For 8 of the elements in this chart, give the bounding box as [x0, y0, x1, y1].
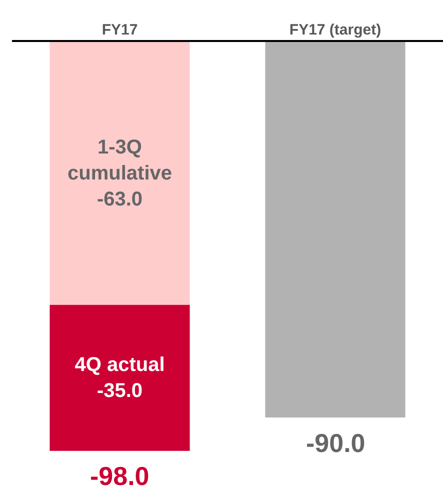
x-tick-label: FY17 (target)	[289, 21, 382, 38]
total-label: -90.0	[306, 428, 366, 458]
total-label: -98.0	[90, 461, 150, 491]
x-tick-label: FY17	[102, 21, 138, 38]
data-label: -63.0	[96, 188, 143, 210]
series-label: 4Q actual	[74, 354, 165, 376]
series-label: 1-3Q cumulative	[68, 136, 172, 184]
data-label: -35.0	[96, 380, 143, 402]
